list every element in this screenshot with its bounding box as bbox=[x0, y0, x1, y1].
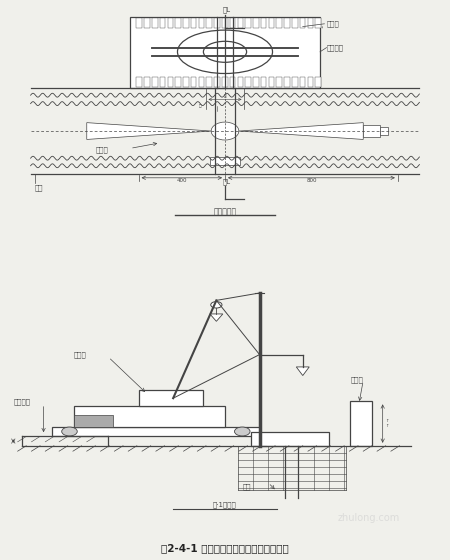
Bar bbox=[74, 405, 225, 427]
Bar bbox=[261, 77, 266, 87]
Bar bbox=[214, 18, 220, 28]
Circle shape bbox=[211, 302, 222, 308]
Bar bbox=[160, 77, 166, 87]
Bar bbox=[350, 402, 372, 446]
Text: 套管机: 套管机 bbox=[350, 376, 363, 382]
Text: 底: 底 bbox=[224, 95, 226, 99]
Circle shape bbox=[234, 427, 250, 436]
Bar bbox=[167, 18, 173, 28]
Bar bbox=[380, 127, 388, 136]
Bar bbox=[152, 18, 158, 28]
Text: 元地: 元地 bbox=[35, 184, 43, 191]
Bar bbox=[276, 18, 282, 28]
Bar bbox=[191, 77, 197, 87]
Bar bbox=[136, 18, 142, 28]
Bar bbox=[130, 17, 320, 88]
Text: 800: 800 bbox=[306, 178, 317, 183]
Text: 平面示意图: 平面示意图 bbox=[213, 207, 237, 216]
Text: 作业平台: 作业平台 bbox=[327, 44, 343, 51]
Bar bbox=[222, 77, 228, 87]
Bar bbox=[292, 77, 297, 87]
Bar bbox=[363, 125, 380, 137]
Bar bbox=[230, 77, 235, 87]
Bar bbox=[261, 18, 266, 28]
Text: 图2-4-1 抓斗与套管钻机相对位置示意图: 图2-4-1 抓斗与套管钻机相对位置示意图 bbox=[161, 543, 289, 553]
Bar bbox=[52, 427, 260, 436]
Bar bbox=[269, 77, 274, 87]
Polygon shape bbox=[210, 314, 223, 321]
Bar bbox=[307, 18, 313, 28]
Polygon shape bbox=[239, 123, 363, 139]
Bar bbox=[292, 18, 297, 28]
Bar bbox=[222, 18, 228, 28]
Bar bbox=[214, 77, 220, 87]
Bar bbox=[139, 390, 203, 405]
Bar bbox=[284, 77, 290, 87]
Bar bbox=[245, 77, 251, 87]
Bar bbox=[198, 18, 204, 28]
Bar bbox=[238, 77, 243, 87]
Bar bbox=[315, 18, 321, 28]
Bar bbox=[315, 77, 321, 87]
Text: 底: 底 bbox=[199, 104, 202, 108]
Text: ：L: ：L bbox=[223, 179, 231, 185]
Bar bbox=[183, 18, 189, 28]
Bar bbox=[198, 77, 204, 87]
Text: 400: 400 bbox=[176, 178, 187, 183]
Polygon shape bbox=[296, 367, 309, 376]
Text: 控控站: 控控站 bbox=[327, 21, 339, 27]
Bar bbox=[230, 18, 235, 28]
Bar bbox=[238, 18, 243, 28]
Bar bbox=[269, 18, 274, 28]
Bar bbox=[160, 18, 166, 28]
Bar bbox=[207, 77, 212, 87]
Text: 套管机: 套管机 bbox=[95, 147, 108, 153]
Text: ：L: ：L bbox=[223, 7, 231, 13]
Bar bbox=[251, 432, 328, 446]
Text: zhulong.com: zhulong.com bbox=[338, 513, 400, 523]
Bar bbox=[307, 77, 313, 87]
Bar bbox=[191, 18, 197, 28]
Bar bbox=[284, 18, 290, 28]
Bar bbox=[74, 416, 112, 427]
Circle shape bbox=[62, 427, 77, 436]
Bar bbox=[207, 18, 212, 28]
Bar bbox=[253, 18, 259, 28]
Bar bbox=[300, 77, 306, 87]
Text: ↑
↑: ↑ ↑ bbox=[385, 419, 388, 428]
Bar bbox=[152, 77, 158, 87]
Bar bbox=[253, 77, 259, 87]
Bar bbox=[210, 157, 240, 165]
Text: 立·1位置图: 立·1位置图 bbox=[213, 502, 237, 508]
Bar bbox=[245, 18, 251, 28]
Bar bbox=[176, 77, 181, 87]
Bar bbox=[276, 77, 282, 87]
Bar bbox=[183, 77, 189, 87]
Ellipse shape bbox=[177, 30, 273, 73]
Bar bbox=[167, 77, 173, 87]
Bar bbox=[144, 77, 150, 87]
Ellipse shape bbox=[203, 41, 247, 62]
Bar bbox=[144, 18, 150, 28]
Circle shape bbox=[211, 122, 239, 140]
Bar bbox=[176, 18, 181, 28]
Text: 作业平台: 作业平台 bbox=[14, 398, 30, 405]
Bar bbox=[300, 18, 306, 28]
Text: 元地: 元地 bbox=[243, 483, 251, 490]
Text: 控控站: 控控站 bbox=[74, 351, 86, 358]
Bar bbox=[136, 77, 142, 87]
Polygon shape bbox=[87, 123, 211, 139]
